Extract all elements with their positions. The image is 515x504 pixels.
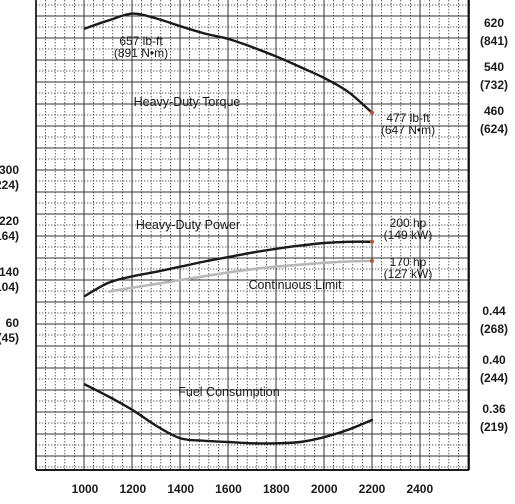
right-tick-label: 620 bbox=[484, 16, 504, 30]
right-tick-label: 460 bbox=[484, 104, 504, 118]
right-tick-label: 0.44 bbox=[482, 304, 506, 318]
left-tick-metric: (45) bbox=[0, 331, 19, 345]
right-tick-metric: (624) bbox=[480, 122, 508, 136]
series-layer bbox=[83, 12, 374, 445]
right-tick-metric: (841) bbox=[480, 34, 508, 48]
x-tick-label: 2200 bbox=[359, 482, 386, 496]
heavy-duty-torque-series-label: Heavy-Duty Torque bbox=[134, 95, 241, 109]
continuous-limit-line bbox=[107, 259, 374, 293]
ticks-layer: 1000 1200 1400 1600 1800 2000 2200 2400 300(224)… bbox=[0, 16, 508, 496]
x-tick-label: 1200 bbox=[119, 482, 146, 496]
left-tick-metric: (104) bbox=[0, 280, 19, 294]
heavy-duty-power-end-label: 200 hp bbox=[390, 216, 427, 230]
x-tick-label: 1000 bbox=[72, 482, 99, 496]
x-tick-label: 1600 bbox=[215, 482, 242, 496]
fuel-consumption-series-label: Fuel Consumption bbox=[178, 385, 279, 399]
left-tick-metric: (164) bbox=[0, 229, 19, 243]
right-tick-metric: (268) bbox=[480, 322, 508, 336]
right-tick-metric: (244) bbox=[480, 371, 508, 385]
left-tick-metric: (224) bbox=[0, 178, 19, 192]
heavy-duty-power-line bbox=[83, 240, 374, 298]
heavy-duty-torque-peak-label-metric: (891 N•m) bbox=[114, 46, 168, 60]
labels-layer: Heavy-Duty Torque 477 lb-ft(647 N•m) 657 l… bbox=[114, 34, 435, 399]
continuous-limit-end-marker bbox=[370, 258, 374, 263]
continuous-limit-end-label-metric: (127 kW) bbox=[384, 267, 433, 281]
right-tick-metric: (732) bbox=[480, 78, 508, 92]
heavy-duty-power-end-label-metric: (149 kW) bbox=[384, 228, 433, 242]
right-tick-label: 0.40 bbox=[482, 353, 506, 367]
x-tick-label: 2000 bbox=[311, 482, 338, 496]
heavy-duty-power-end-marker bbox=[370, 239, 374, 244]
right-tick-metric: (219) bbox=[480, 420, 508, 434]
right-tick-label: 540 bbox=[484, 60, 504, 74]
heavy-duty-torque-end-label-metric: (647 N•m) bbox=[381, 123, 435, 137]
heavy-duty-torque-end-label: 477 lb-ft bbox=[386, 111, 430, 125]
left-tick-label: 60 bbox=[6, 316, 20, 330]
right-tick-label: 0.36 bbox=[482, 402, 506, 416]
heavy-duty-torque-end-marker bbox=[370, 110, 374, 115]
x-tick-label: 1400 bbox=[167, 482, 194, 496]
left-tick-label: 220 bbox=[0, 214, 19, 228]
heavy-duty-power-series-label: Heavy-Duty Power bbox=[136, 218, 240, 232]
continuous-limit-end-label: 170 hp bbox=[390, 255, 427, 269]
chart-frame bbox=[35, 0, 470, 471]
x-tick-label: 2400 bbox=[406, 482, 433, 496]
left-tick-label: 300 bbox=[0, 163, 19, 177]
heavy-duty-torque-peak-label: 657 lb-ft bbox=[119, 34, 163, 48]
fuel-consumption-line bbox=[83, 383, 374, 445]
left-tick-label: 140 bbox=[0, 265, 19, 279]
continuous-limit-series-label: Continuous Limit bbox=[248, 278, 342, 292]
heavy-duty-torque-line bbox=[83, 12, 374, 114]
x-tick-label: 1800 bbox=[263, 482, 290, 496]
